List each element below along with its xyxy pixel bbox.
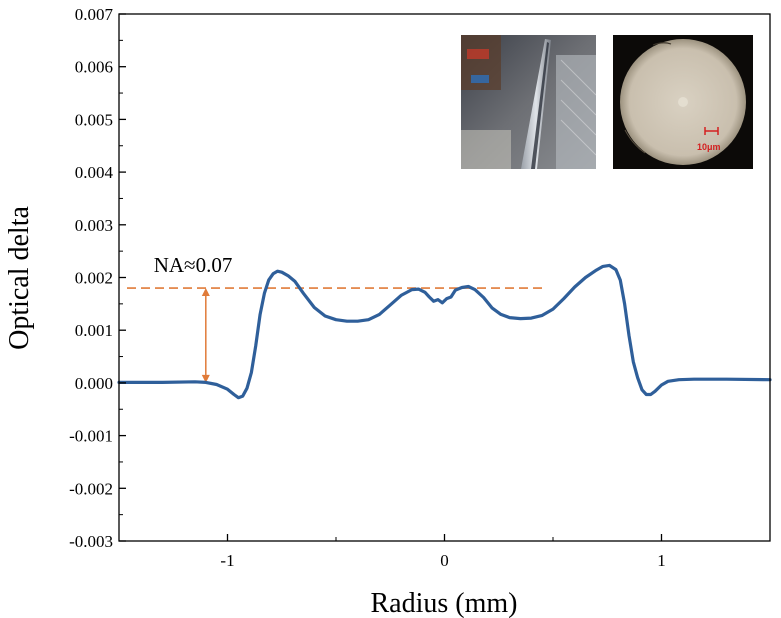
- na-arrow-head-top: [201, 288, 210, 297]
- y-tick-label: -0.003: [69, 532, 113, 551]
- na-annotation: NA≈0.07: [154, 253, 233, 277]
- y-tick-label: -0.002: [69, 479, 113, 498]
- endface-image: 10μm: [613, 35, 753, 169]
- na-arrow-head-bottom: [201, 374, 210, 383]
- y-tick-label: 0.005: [75, 110, 113, 129]
- fiber-tip-image: [461, 35, 596, 169]
- y-tick-label: -0.001: [69, 427, 113, 446]
- y-tick-label: 0.007: [75, 5, 114, 24]
- plot-area: [117, 263, 772, 400]
- y-tick-label: 0.001: [75, 321, 113, 340]
- x-tick-label: -1: [220, 551, 234, 570]
- scale-bar-label: 10μm: [697, 142, 721, 152]
- axes: -0.003 -0.002 -0.001 0.000 0.001 0.002 0.003 0.…: [69, 5, 771, 570]
- fiber-endface-photo: 10μm: [613, 35, 753, 169]
- x-tick-label: 0: [440, 551, 449, 570]
- y-tick-label: 0.003: [75, 216, 113, 235]
- series-line: [117, 263, 772, 400]
- x-tick-label: 1: [657, 551, 666, 570]
- x-axis-title: Radius (mm): [371, 588, 518, 618]
- fiber-tip-photo: [461, 35, 596, 169]
- y-tick-label: 0.006: [75, 58, 113, 77]
- y-tick-label: 0.004: [75, 163, 114, 182]
- y-axis-title: Optical delta: [4, 206, 35, 350]
- y-tick-label: 0.002: [75, 269, 113, 288]
- y-tick-label: 0.000: [75, 374, 113, 393]
